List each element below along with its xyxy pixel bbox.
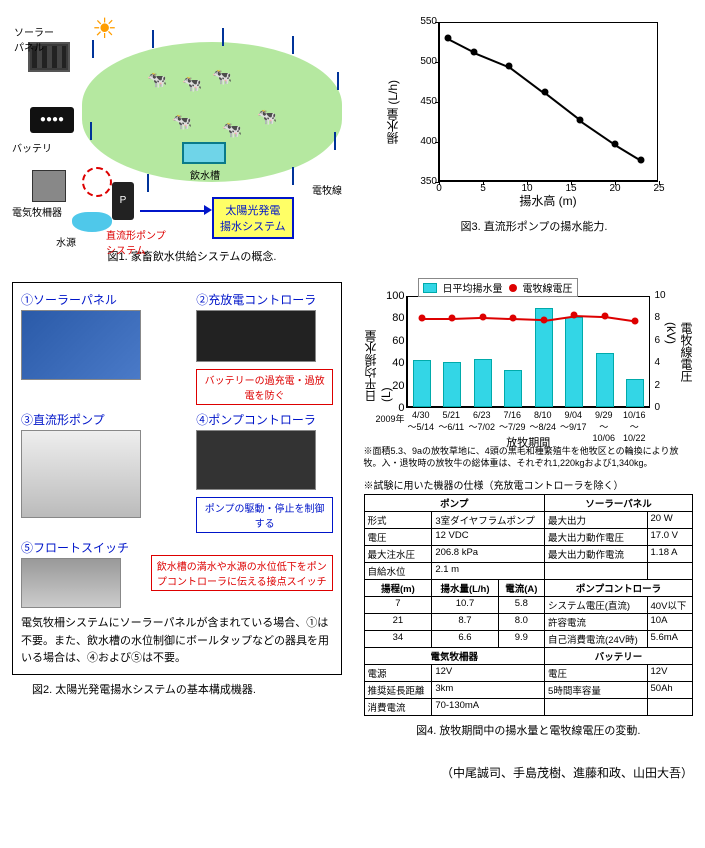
fig3-ylabel: 揚水量 (L/h) bbox=[384, 80, 401, 144]
fig2-box: ①ソーラーパネル ②充放電コントローラ バッテリーの過充電・過放電を防ぐ ③直流… bbox=[12, 282, 342, 675]
fig4-y2label: 電牧線電圧 (kV) bbox=[664, 322, 695, 402]
pump-header: ポンプ bbox=[364, 495, 545, 512]
fig4-legend: 日平均揚水量 電牧線電圧 bbox=[418, 278, 578, 297]
component-1-label: ①ソーラーパネル bbox=[21, 291, 188, 308]
authors: （中尾誠司、手島茂樹、進藤和政、山田大吾） bbox=[12, 764, 693, 781]
sun-icon: ☀ bbox=[92, 12, 117, 45]
fig3-caption: 図3. 直流形ポンプの揚水能力. bbox=[384, 218, 684, 234]
fig2-caption: 図2. 太陽光発電揚水システムの基本構成機器. bbox=[12, 681, 352, 697]
system-box: 太陽光発電 揚水システム bbox=[212, 197, 294, 239]
fence-controller-label: 電気牧柵器 bbox=[12, 204, 62, 219]
battery-icon: ●●●● bbox=[30, 107, 74, 133]
solar-panel-photo bbox=[21, 310, 141, 380]
component-2-label: ②充放電コントローラ bbox=[196, 291, 333, 308]
trough-label: 飲水槽 bbox=[190, 167, 220, 182]
cattle-icon: 🐄 bbox=[182, 74, 202, 94]
fence-controller-icon bbox=[32, 170, 66, 202]
legend-line-label: 電牧線電圧 bbox=[523, 280, 573, 295]
panel-header: ソーラーパネル bbox=[545, 495, 693, 512]
legend-dot-swatch bbox=[509, 284, 517, 292]
float-switch-note: 飲水槽の満水や水源の水位低下をポンプコントローラに伝える接点スイッチ bbox=[151, 555, 333, 591]
fence-header: 電気牧柵器 bbox=[364, 648, 545, 665]
pump-controller-photo bbox=[196, 430, 316, 490]
spec-title: ※試験に用いた機器の仕様（充放電コントローラを除く） bbox=[364, 477, 694, 492]
cattle-icon: 🐄 bbox=[212, 67, 232, 87]
fig3-chart: 揚水量 (L/h) 3504004505005500510152025 揚水高 … bbox=[384, 12, 674, 212]
charge-controller-photo bbox=[196, 310, 316, 362]
cattle-icon: 🐄 bbox=[147, 70, 167, 90]
legend-bar-swatch bbox=[423, 283, 437, 293]
charge-controller-note: バッテリーの過充電・過放電を防ぐ bbox=[196, 369, 333, 405]
solar-panel-label: ソーラー パネル bbox=[14, 24, 54, 54]
cattle-icon: 🐄 bbox=[222, 120, 242, 140]
component-4-label: ④ポンプコントローラ bbox=[196, 411, 333, 428]
fig4-chart: 日平均揚水量 電牧線電圧 日平均揚水量 (L) 電牧線電圧 (kV) 02040… bbox=[364, 282, 694, 442]
dc-pump-photo bbox=[21, 430, 141, 518]
component-5-label: ⑤フロートスイッチ bbox=[21, 539, 143, 556]
cattle-icon: 🐄 bbox=[172, 112, 192, 132]
fig4-year: 2009年 bbox=[376, 412, 405, 425]
pump-controller-note: ポンプの駆動・停止を制御する bbox=[196, 497, 333, 533]
component-3-label: ③直流形ポンプ bbox=[21, 411, 188, 428]
water-source-icon bbox=[72, 212, 112, 232]
pump-circle bbox=[82, 167, 112, 197]
fig2-body-text: 電気牧柵システムにソーラーパネルが含まれている場合、①は不要。また、飲水槽の水位… bbox=[21, 615, 333, 668]
battery-header: バッテリー bbox=[545, 648, 693, 665]
water-trough-icon bbox=[182, 142, 226, 164]
fig1-diagram: ☀ 🐄 🐄 🐄 🐄 🐄 🐄 ソーラー パネル ●●●● バッテリ bbox=[12, 12, 362, 242]
pumpctrl-header: ポンプコントローラ bbox=[545, 580, 693, 597]
cattle-icon: 🐄 bbox=[257, 107, 277, 127]
water-source-label: 水源 bbox=[56, 234, 76, 249]
fig3-xlabel: 揚水高 (m) bbox=[438, 192, 658, 209]
battery-label: バッテリ bbox=[12, 140, 52, 155]
fig4-xlabel: 放牧期間 bbox=[364, 434, 694, 450]
fig1-caption: 図1. 家畜飲水供給システムの概念. bbox=[12, 248, 372, 264]
float-switch-photo bbox=[21, 558, 121, 608]
pump-system-label: 直流形ポンプ システム bbox=[106, 227, 166, 257]
legend-bar-label: 日平均揚水量 bbox=[443, 280, 503, 295]
fence-line-label: 電牧線 bbox=[312, 182, 342, 197]
pump-icon: P bbox=[112, 182, 134, 220]
spec-table: ポンプ ソーラーパネル 形式3室ダイヤフラムポンプ最大出力20 W 電圧12 V… bbox=[364, 494, 694, 716]
fig4-caption: 図4. 放牧期間中の揚水量と電牧線電圧の変動. bbox=[364, 722, 694, 738]
